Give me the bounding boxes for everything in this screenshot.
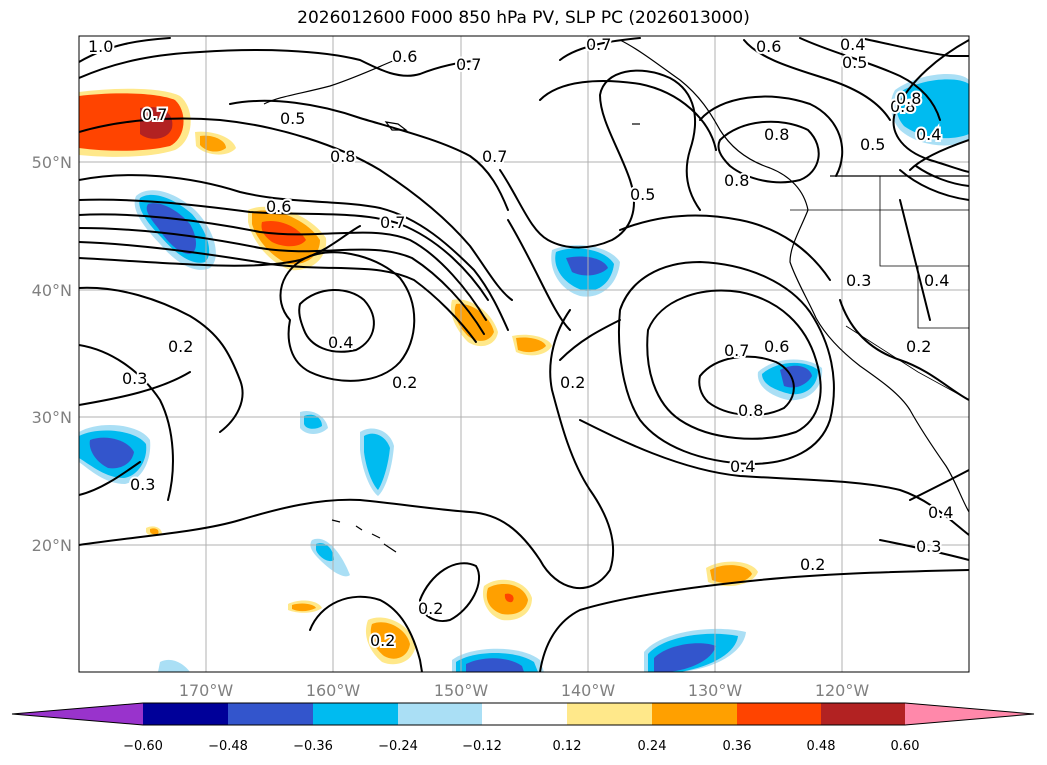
colorbar-extend-high bbox=[905, 703, 1034, 725]
contour-label: 0.2 bbox=[560, 373, 585, 392]
lon-label-150w: 150°W bbox=[434, 681, 489, 700]
colorbar-tick: −0.48 bbox=[208, 739, 248, 754]
contour-label: 0.8 bbox=[764, 125, 789, 144]
map-title: 2026012600 F000 850 hPa PV, SLP PC (2026… bbox=[297, 8, 750, 28]
colorbar-segment bbox=[482, 703, 568, 725]
colorbar-tick: 0.24 bbox=[638, 739, 667, 754]
colorbar-tick: −0.24 bbox=[378, 739, 418, 754]
pv-shading-layer bbox=[79, 74, 969, 672]
colorbar-tick: 0.12 bbox=[553, 739, 582, 754]
contour-label: 0.5 bbox=[630, 185, 655, 204]
contour-label: 0.3 bbox=[846, 271, 871, 290]
colorbar-outline bbox=[11, 702, 1035, 726]
colorbar-tick: −0.36 bbox=[293, 739, 333, 754]
contour-label: 0.2 bbox=[906, 337, 931, 356]
contour-label: 0.3 bbox=[122, 369, 147, 388]
contour-label: 0.4 bbox=[328, 333, 353, 352]
colorbar-tick: −0.12 bbox=[462, 739, 502, 754]
graticule bbox=[79, 36, 969, 672]
map-frame bbox=[78, 35, 970, 673]
colorbar-segment bbox=[228, 703, 314, 725]
contour-label: 0.8 bbox=[724, 171, 749, 190]
colorbar-segment bbox=[652, 703, 738, 725]
colorbar-segment bbox=[567, 703, 653, 725]
colorbar-segment bbox=[737, 703, 822, 725]
contour-label: 0.7 bbox=[586, 35, 611, 54]
contour-label: 0.4 bbox=[916, 125, 941, 144]
contour-label: 0.4 bbox=[924, 271, 949, 290]
contour-label: 0.7 bbox=[380, 213, 405, 232]
contour-labels: 1.0 0.5 0.7 0.8 0.6 0.7 0.4 0.2 0.2 0.3 … bbox=[86, 35, 955, 652]
contour-label: 0.2 bbox=[168, 337, 193, 356]
colorbar-segment bbox=[821, 703, 906, 725]
slp-contours bbox=[79, 37, 969, 672]
contour-label: 0.8 bbox=[896, 89, 921, 108]
colorbar-segment bbox=[398, 703, 483, 725]
contour-label: 0.7 bbox=[724, 341, 749, 360]
colorbar-segment bbox=[143, 703, 229, 725]
contour-label: 0.3 bbox=[916, 537, 941, 556]
lat-label-20n: 20°N bbox=[32, 536, 72, 555]
contour-label: 1.0 bbox=[88, 37, 113, 56]
lat-label-40n: 40°N bbox=[32, 281, 72, 300]
contour-label: 0.8 bbox=[330, 147, 355, 166]
longitude-labels: 170°W 160°W 150°W 140°W 130°W 120°W bbox=[179, 681, 870, 700]
contour-label: 0.6 bbox=[266, 197, 291, 216]
colorbar-tick: −0.60 bbox=[123, 739, 163, 754]
contour-label: 0.2 bbox=[392, 373, 417, 392]
contour-label: 0.2 bbox=[418, 599, 443, 618]
colorbar-tick: 0.48 bbox=[807, 739, 836, 754]
contour-label: 0.5 bbox=[280, 109, 305, 128]
colorbar-tick: 0.60 bbox=[891, 739, 920, 754]
contour-label: 0.6 bbox=[756, 37, 781, 56]
contour-label: 0.7 bbox=[456, 55, 481, 74]
contour-label: 0.8 bbox=[890, 97, 915, 116]
contour-label: 0.5 bbox=[842, 53, 867, 72]
colorbar-segment bbox=[313, 703, 399, 725]
contour-label: 0.5 bbox=[860, 135, 885, 154]
contour-label: 0.4 bbox=[730, 457, 755, 476]
coastlines bbox=[263, 39, 969, 553]
contour-label: 0.6 bbox=[392, 47, 417, 66]
contour-label: 0.4 bbox=[928, 503, 953, 522]
lon-label-140w: 140°W bbox=[561, 681, 616, 700]
colorbar-extend-low bbox=[12, 703, 143, 725]
lon-label-120w: 120°W bbox=[815, 681, 870, 700]
contour-label: 0.8 bbox=[738, 401, 763, 420]
contour-label: 0.7 bbox=[142, 105, 167, 124]
contour-label: 0.3 bbox=[130, 475, 155, 494]
latitude-labels: 50°N 40°N 30°N 20°N bbox=[32, 153, 72, 555]
lat-label-30n: 30°N bbox=[32, 408, 72, 427]
colorbar: −0.60 −0.48 −0.36 −0.24 −0.12 0.12 0.24 … bbox=[11, 702, 1035, 754]
map-content: 1.0 0.5 0.7 0.8 0.6 0.7 0.4 0.2 0.2 0.3 … bbox=[79, 35, 969, 672]
contour-label: 0.2 bbox=[370, 631, 395, 650]
lon-label-170w: 170°W bbox=[179, 681, 234, 700]
lon-label-130w: 130°W bbox=[688, 681, 743, 700]
contour-label: 0.7 bbox=[482, 147, 507, 166]
colorbar-tick: 0.36 bbox=[723, 739, 752, 754]
contour-label: 0.2 bbox=[800, 555, 825, 574]
contour-label: 0.6 bbox=[764, 337, 789, 356]
lon-label-160w: 160°W bbox=[306, 681, 361, 700]
lat-label-50n: 50°N bbox=[32, 153, 72, 172]
contour-label: 0.4 bbox=[840, 35, 865, 54]
colorbar-ticks: −0.60 −0.48 −0.36 −0.24 −0.12 0.12 0.24 … bbox=[123, 739, 919, 754]
